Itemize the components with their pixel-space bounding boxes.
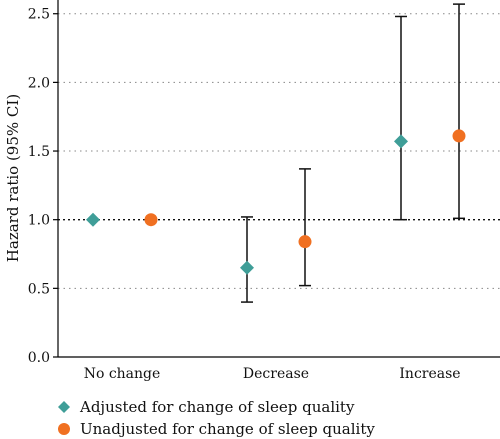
error-bars	[241, 3, 465, 303]
adjusted-point	[394, 134, 408, 149]
unadjusted-point	[144, 213, 158, 227]
x-ticks: No change Decrease Increase	[84, 366, 461, 382]
y-axis-title: Hazard ratio (95% CI)	[4, 94, 22, 262]
y-tick-label: 0.0	[28, 350, 50, 366]
data-markers	[86, 129, 466, 275]
legend-label: Adjusted for change of sleep quality	[79, 398, 355, 416]
unadjusted-point	[452, 129, 466, 143]
y-tick-label: 1.5	[28, 144, 50, 160]
x-tick-label: Increase	[399, 366, 460, 382]
y-ticks: 0.0 0.5 1.0 1.5 2.0 2.5	[28, 7, 58, 366]
unadjusted-point	[298, 235, 312, 249]
legend: Adjusted for change of sleep quality Unad…	[58, 398, 375, 438]
adjusted-point	[240, 260, 254, 275]
adjusted-point	[86, 212, 100, 227]
legend-label: Unadjusted for change of sleep quality	[80, 420, 375, 438]
legend-circle-swatch	[58, 423, 70, 435]
x-tick-label: No change	[84, 366, 161, 382]
axes	[57, 0, 500, 358]
legend-diamond-swatch	[58, 401, 70, 413]
x-tick-label: Decrease	[243, 366, 309, 382]
y-tick-label: 2.5	[28, 7, 50, 23]
y-tick-label: 1.0	[28, 213, 50, 229]
y-tick-label: 2.0	[28, 75, 50, 91]
y-tick-label: 0.5	[28, 281, 50, 297]
gridlines	[58, 13, 500, 289]
